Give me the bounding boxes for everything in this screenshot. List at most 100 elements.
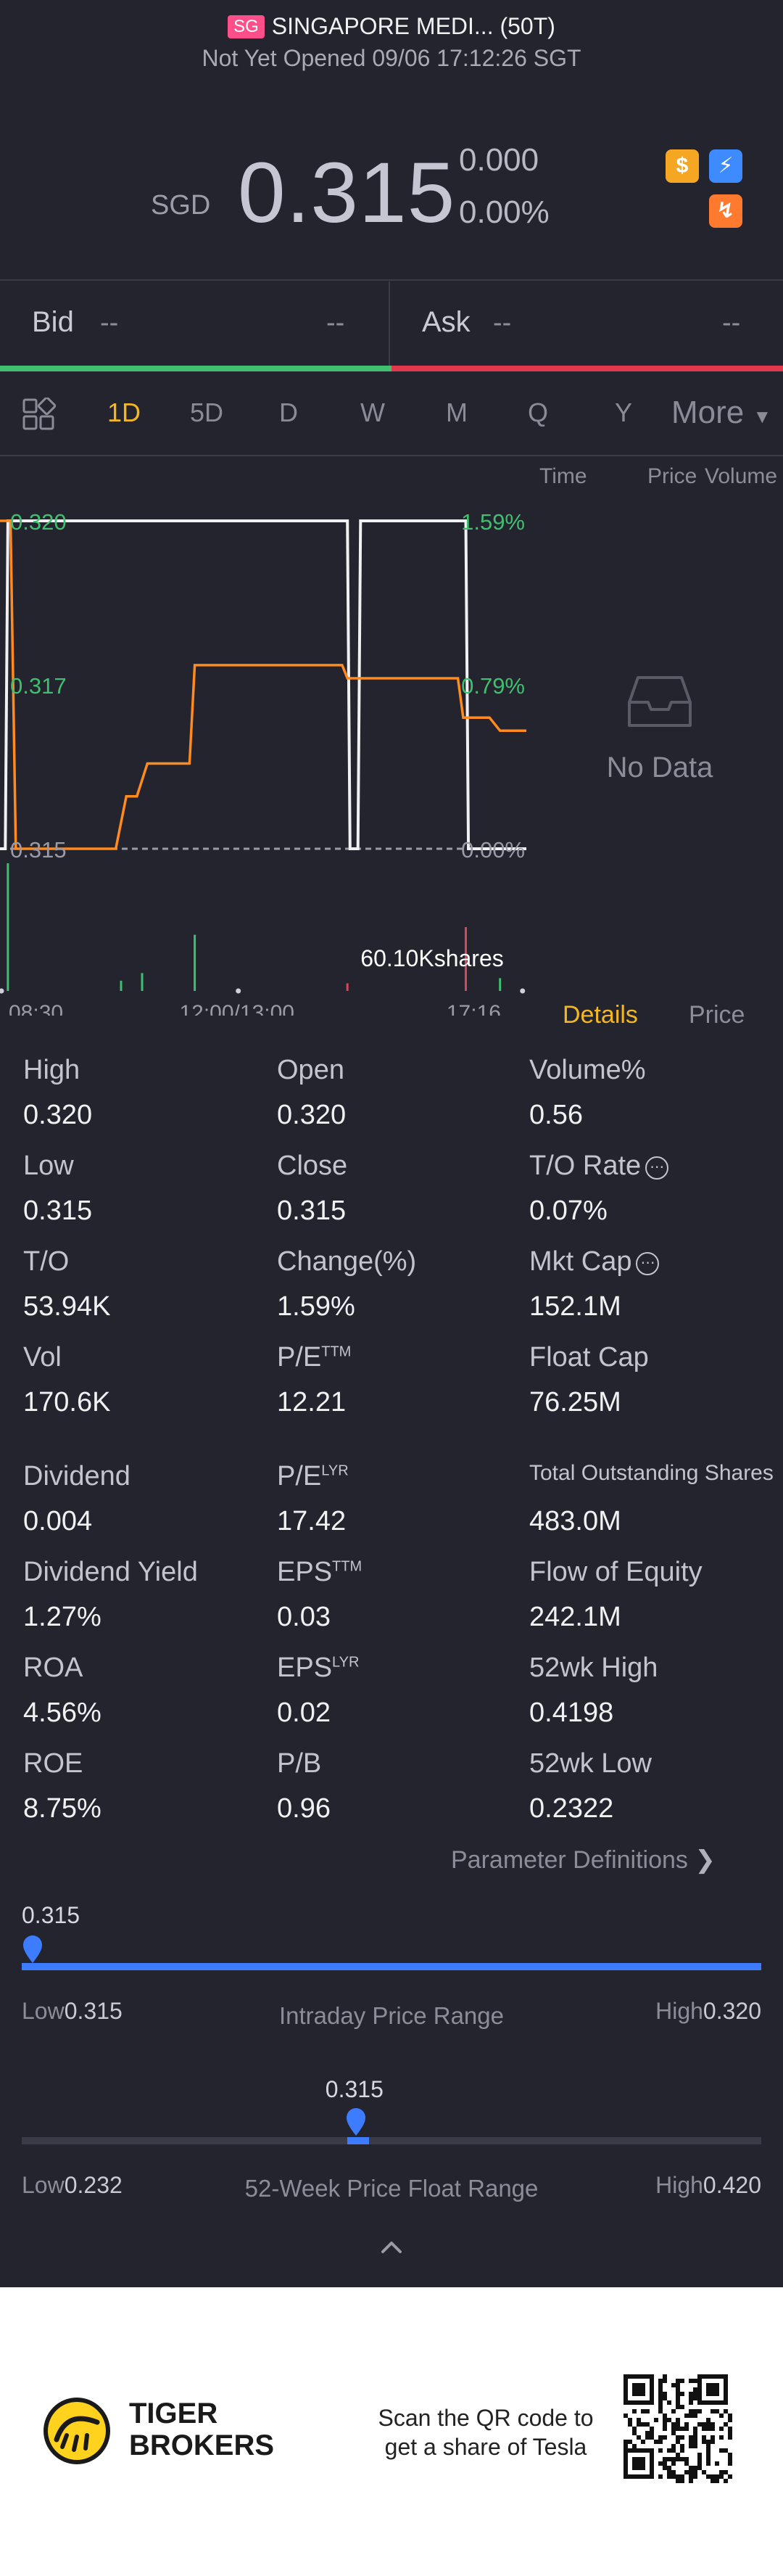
more-tab[interactable]: More ▼: [671, 395, 771, 431]
stat-label: Volume%: [529, 1055, 646, 1086]
chart-layout-icon[interactable]: [22, 396, 57, 436]
stat-label-text: P/E: [277, 1461, 322, 1491]
tab-y[interactable]: Y: [615, 398, 633, 427]
intraday-low: Low0.315: [22, 1998, 123, 2025]
market-badge: SG: [228, 15, 265, 38]
stat-label[interactable]: T/O Rate ⋯: [529, 1151, 669, 1182]
stat-value: 0.004: [23, 1506, 93, 1536]
intraday-current-price: 0.315: [22, 1902, 80, 1928]
week52-high-label: High: [655, 2172, 703, 2198]
ask-label: Ask: [422, 306, 471, 338]
price-change-percent: 0.00%: [459, 194, 550, 230]
stat-label: Vol: [23, 1342, 62, 1373]
stat-value: 0.315: [277, 1196, 347, 1226]
no-data-text: No Data: [606, 752, 713, 783]
stat-label: Open: [277, 1055, 344, 1086]
reference-series-line: [0, 519, 526, 850]
stat-label: P/ETTM: [277, 1342, 351, 1373]
y-tick-left: 0.315: [10, 837, 67, 863]
price-tab[interactable]: Price: [689, 1001, 745, 1029]
intraday-chart[interactable]: 0.320 0.317 0.315 1.59% 0.79% 0.00% 60.10Kshar…: [0, 479, 536, 1016]
tab-m[interactable]: M: [446, 398, 468, 427]
bid-price: --: [100, 308, 119, 338]
tab-q[interactable]: Q: [528, 398, 549, 427]
stat-label-text: Dividend: [23, 1461, 130, 1491]
stat-value: 53.94K: [23, 1291, 111, 1322]
intraday-low-label: Low: [22, 1998, 65, 2024]
volume-bar: [499, 978, 502, 991]
stat-label-text: Flow of Equity: [529, 1557, 703, 1587]
qr-promo-text: Scan the QR code to get a share of Tesla: [348, 2403, 624, 2461]
stat-label-text: T/O: [23, 1246, 70, 1277]
week52-range-track: [22, 2137, 761, 2144]
stat-value: 4.56%: [23, 1698, 102, 1728]
stat-label: EPSTTM: [277, 1557, 362, 1588]
stat-label-superscript: TTM: [332, 1558, 362, 1575]
stat-label-text: P/B: [277, 1748, 322, 1779]
stat-value: 0.2322: [529, 1793, 614, 1824]
volume-bar: [141, 973, 144, 991]
x-axis-dot: [236, 988, 241, 994]
week52-high-value: 0.420: [703, 2172, 761, 2198]
week52-low: Low0.232: [22, 2172, 123, 2199]
volume-header[interactable]: Volume: [705, 464, 778, 488]
flash-icon[interactable]: ⚡: [709, 149, 742, 183]
stat-label: Change(%): [277, 1246, 416, 1277]
inbox-empty-icon: [625, 673, 695, 735]
parameter-definitions-label: Parameter Definitions: [451, 1846, 688, 1874]
stat-label-text: Total Outstanding Shares: [529, 1461, 774, 1485]
tab-5d[interactable]: 5D: [190, 398, 224, 427]
stat-value: 0.07%: [529, 1196, 608, 1226]
details-tab[interactable]: Details: [563, 1001, 638, 1029]
stat-value: 12.21: [277, 1387, 347, 1417]
info-icon[interactable]: ⋯: [636, 1252, 660, 1275]
ask-volume: --: [722, 308, 741, 338]
x-tick-label: 12:00/13:00: [179, 1001, 294, 1016]
dollar-icon[interactable]: $: [666, 149, 699, 183]
stat-value: 170.6K: [23, 1387, 111, 1417]
stat-value: 8.75%: [23, 1793, 102, 1824]
stat-label-superscript: TTM: [321, 1343, 352, 1360]
chevron-right-icon: ❯: [695, 1846, 716, 1874]
stat-value: 17.42: [277, 1506, 347, 1536]
stat-value: 1.59%: [277, 1291, 355, 1322]
tab-d[interactable]: D: [279, 398, 298, 427]
price-header[interactable]: Price: [647, 464, 697, 488]
price-change: 0.000: [459, 142, 539, 178]
volume-bar: [346, 983, 349, 991]
bid-strength-bar: [0, 366, 392, 371]
bid-label: Bid: [32, 306, 74, 338]
tiger-logo-icon: [42, 2396, 112, 2469]
info-icon[interactable]: ⋯: [645, 1156, 669, 1180]
stat-value: 0.56: [529, 1100, 583, 1130]
stat-label-text: Float Cap: [529, 1342, 649, 1373]
chart-bubble-icon[interactable]: ↯: [709, 194, 742, 228]
time-header[interactable]: Time: [539, 464, 587, 488]
stat-label: ROA: [23, 1653, 83, 1684]
stat-label-text: 52wk High: [529, 1653, 658, 1683]
stat-label-text: EPS: [277, 1557, 333, 1587]
stat-value: 0.320: [23, 1100, 93, 1130]
y-tick-left: 0.317: [10, 673, 67, 699]
x-axis-dot: [520, 988, 526, 994]
tab-w[interactable]: W: [360, 398, 385, 427]
price-series-line: [0, 519, 526, 850]
stat-label-text: P/E: [277, 1342, 322, 1373]
parameter-definitions-link[interactable]: Parameter Definitions ❯: [451, 1845, 716, 1875]
stat-value: 1.27%: [23, 1602, 102, 1632]
week52-low-label: Low: [22, 2172, 65, 2198]
tab-1d[interactable]: 1D: [107, 398, 141, 427]
dropdown-triangle-icon: ▼: [753, 406, 772, 427]
bid-volume: --: [326, 308, 345, 338]
stat-label: P/B: [277, 1748, 321, 1779]
volume-bar: [465, 927, 468, 991]
map-pin-icon: [345, 2108, 367, 2141]
stat-label[interactable]: Mkt Cap ⋯: [529, 1246, 660, 1277]
stat-label-text: Dividend Yield: [23, 1557, 198, 1587]
stat-value: 0.4198: [529, 1698, 614, 1728]
week52-range-fill: [347, 2137, 370, 2144]
stat-label: Dividend Yield: [23, 1557, 198, 1588]
qr-code[interactable]: [624, 2374, 732, 2483]
collapse-chevron-icon[interactable]: [377, 2237, 406, 2260]
qr-text-line-2: get a share of Tesla: [384, 2434, 587, 2460]
